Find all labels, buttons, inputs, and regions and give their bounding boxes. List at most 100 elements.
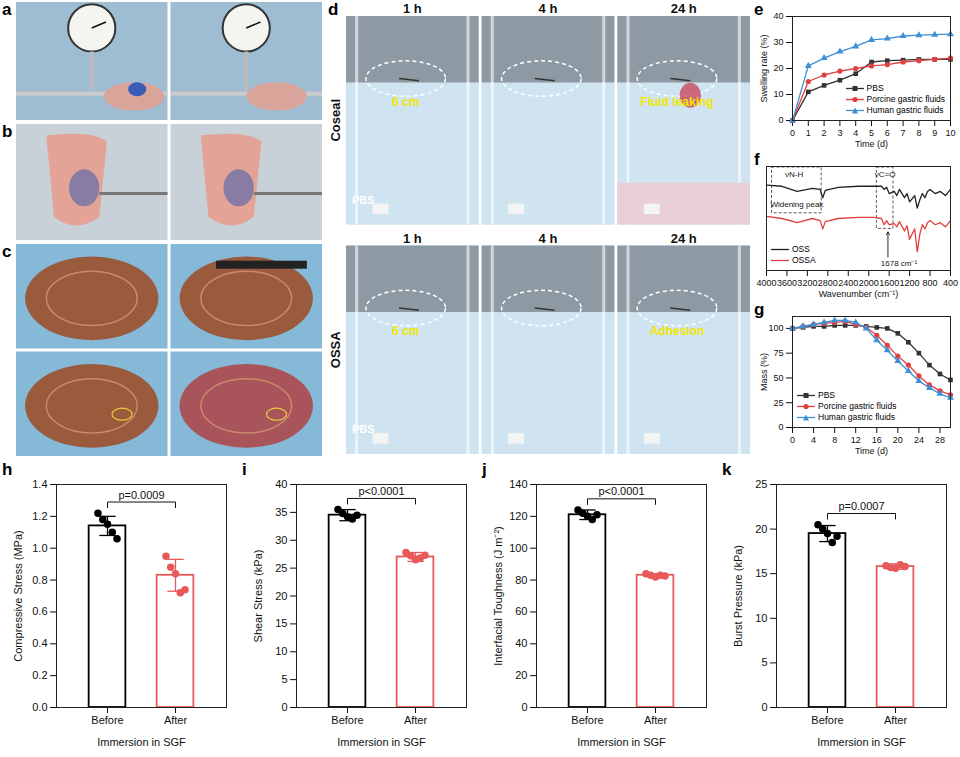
svg-text:0.8: 0.8 [32,574,47,586]
svg-text:1678 cm⁻¹: 1678 cm⁻¹ [881,259,918,268]
svg-text:12: 12 [851,435,861,445]
svg-text:Immersion in SGF: Immersion in SGF [337,736,426,748]
svg-text:20: 20 [755,523,767,535]
svg-text:After: After [884,714,908,726]
svg-text:Mass (%): Mass (%) [759,353,769,391]
svg-text:120: 120 [509,510,527,522]
svg-text:0: 0 [281,701,287,713]
svg-text:1 h: 1 h [403,231,422,246]
svg-text:0.0: 0.0 [32,701,47,713]
svg-text:4: 4 [811,435,816,445]
svg-text:Wavenumber (cm⁻¹): Wavenumber (cm⁻¹) [819,289,899,299]
svg-text:5: 5 [761,656,767,668]
svg-text:100: 100 [509,542,527,554]
svg-text:30: 30 [773,37,783,47]
svg-text:1.0: 1.0 [32,542,47,554]
svg-text:Coseal: Coseal [328,99,343,142]
svg-text:Adhesion: Adhesion [650,324,705,338]
svg-text:PBS: PBS [352,194,375,206]
svg-text:After: After [164,714,188,726]
svg-text:20: 20 [275,590,287,602]
svg-text:Immersion in SGF: Immersion in SGF [97,736,186,748]
svg-text:3600: 3600 [777,278,797,288]
svg-text:10: 10 [773,89,783,99]
svg-text:50: 50 [773,373,783,383]
svg-text:24: 24 [914,435,924,445]
svg-text:Fluid leaking: Fluid leaking [640,95,713,109]
svg-text:10: 10 [755,612,767,624]
svg-text:140: 140 [509,478,527,490]
svg-text:20: 20 [893,435,903,445]
svg-text:40: 40 [773,11,783,21]
svg-text:2400: 2400 [838,278,858,288]
svg-text:0.2: 0.2 [32,669,47,681]
svg-text:5: 5 [869,128,874,138]
svg-text:40: 40 [275,478,287,490]
svg-text:2800: 2800 [818,278,838,288]
svg-text:Time (d): Time (d) [855,139,888,149]
svg-text:7: 7 [901,128,906,138]
svg-text:Before: Before [571,714,603,726]
svg-text:Before: Before [331,714,363,726]
svg-text:4 h: 4 h [539,231,558,246]
svg-text:40: 40 [515,637,527,649]
svg-text:80: 80 [515,574,527,586]
svg-text:60: 60 [515,605,527,617]
svg-text:3: 3 [837,128,842,138]
svg-text:15: 15 [275,617,287,629]
svg-text:30: 30 [275,534,287,546]
svg-text:3200: 3200 [797,278,817,288]
svg-text:Immersion in SGF: Immersion in SGF [577,736,666,748]
svg-text:1: 1 [806,128,811,138]
svg-text:25: 25 [755,478,767,490]
svg-text:1 h: 1 h [403,1,422,16]
svg-text:20: 20 [773,63,783,73]
svg-text:Interfacial Toughness (J m⁻²): Interfacial Toughness (J m⁻²) [492,526,504,666]
svg-text:νN-H: νN-H [785,170,803,179]
svg-text:4 h: 4 h [539,1,558,16]
svg-text:Time (d): Time (d) [855,446,888,456]
svg-text:Before: Before [811,714,843,726]
svg-text:Before: Before [91,714,123,726]
svg-text:Shear Stress (kPa): Shear Stress (kPa) [252,550,264,643]
svg-text:800: 800 [923,278,938,288]
svg-text:1200: 1200 [900,278,920,288]
svg-text:100: 100 [768,323,783,333]
svg-text:8: 8 [916,128,921,138]
svg-text:0: 0 [761,701,767,713]
svg-text:p<0.0001: p<0.0001 [598,485,644,497]
svg-text:OSSA: OSSA [328,331,343,368]
svg-text:2000: 2000 [859,278,879,288]
svg-text:0: 0 [778,422,783,432]
svg-text:PBS: PBS [352,423,375,435]
svg-text:p=0.0009: p=0.0009 [118,489,164,501]
svg-text:25: 25 [275,562,287,574]
svg-text:75: 75 [773,348,783,358]
svg-text:0.4: 0.4 [32,637,47,649]
svg-text:10: 10 [945,128,955,138]
svg-text:1600: 1600 [879,278,899,288]
svg-text:4: 4 [853,128,858,138]
svg-text:28: 28 [935,435,945,445]
svg-text:6 cm: 6 cm [392,95,419,109]
svg-text:5: 5 [281,673,287,685]
svg-text:1.4: 1.4 [32,478,47,490]
svg-text:Burst Pressure (kPa): Burst Pressure (kPa) [732,545,744,647]
svg-text:0: 0 [521,701,527,713]
svg-text:After: After [644,714,668,726]
svg-text:10: 10 [275,645,287,657]
svg-text:p<0.0001: p<0.0001 [358,485,404,497]
svg-text:400: 400 [943,278,958,288]
svg-text:9: 9 [932,128,937,138]
svg-text:Widening peak: Widening peak [770,200,824,209]
svg-text:Compressive Stress (MPa): Compressive Stress (MPa) [12,530,24,661]
svg-text:25: 25 [773,398,783,408]
svg-text:6 cm: 6 cm [392,324,419,338]
svg-text:2: 2 [822,128,827,138]
svg-text:0.6: 0.6 [32,605,47,617]
svg-text:24 h: 24 h [671,231,697,246]
svg-text:Swelling rate (%): Swelling rate (%) [759,34,769,102]
svg-text:6: 6 [885,128,890,138]
svg-text:0: 0 [790,128,795,138]
svg-text:νC=O: νC=O [875,170,896,179]
